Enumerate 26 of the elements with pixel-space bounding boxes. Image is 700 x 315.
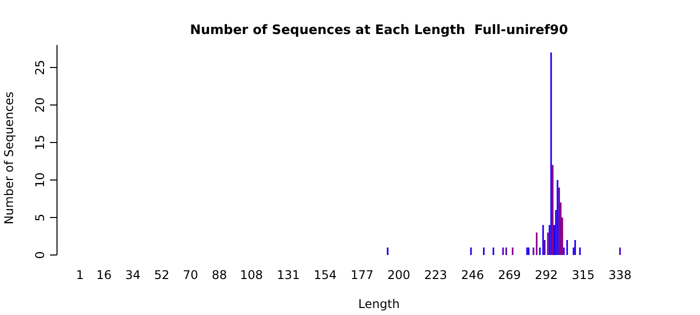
y-tick-label: 5 <box>33 214 47 222</box>
x-tick-label: 131 <box>276 268 300 282</box>
x-tick-label: 108 <box>240 268 263 282</box>
y-axis-title: Number of Sequences <box>2 92 16 224</box>
x-tick-label: 16 <box>96 268 112 282</box>
x-tick-label: 70 <box>182 268 198 282</box>
x-tick-label: 154 <box>314 268 337 282</box>
x-tick-label: 246 <box>461 268 484 282</box>
x-tick-label: 315 <box>572 268 595 282</box>
x-tick-label: 52 <box>154 268 170 282</box>
y-tick-label: 15 <box>33 134 47 150</box>
x-tick-label: 34 <box>125 268 141 282</box>
x-tick-label: 1 <box>76 268 84 282</box>
x-tick-label: 88 <box>212 268 228 282</box>
x-tick-label: 338 <box>608 268 632 282</box>
x-tick-label: 292 <box>534 268 558 282</box>
x-tick-label: 177 <box>350 268 374 282</box>
x-tick-label: 200 <box>387 268 410 282</box>
y-tick-label: 25 <box>33 60 47 76</box>
y-tick-label: 10 <box>33 172 47 188</box>
y-tick-label: 0 <box>33 251 47 259</box>
x-tick-label: 223 <box>424 268 448 282</box>
chart-title: Number of Sequences at Each Length Full-uniref90 <box>190 23 568 38</box>
y-tick-label: 20 <box>33 97 47 113</box>
x-axis-title: Length <box>358 297 400 311</box>
x-tick-label: 269 <box>498 268 521 282</box>
